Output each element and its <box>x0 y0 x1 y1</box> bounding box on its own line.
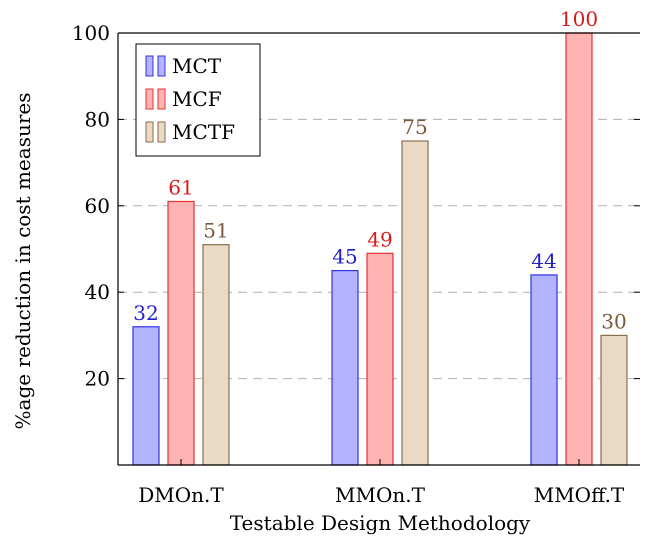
legend: MCT MCF MCTF <box>135 43 261 157</box>
bar-mct <box>132 326 160 466</box>
legend-swatch <box>157 55 166 77</box>
x-tick-label: MMOn.T <box>335 483 426 507</box>
y-tick-label: 80 <box>85 107 110 131</box>
y-tick-label: 60 <box>85 194 110 218</box>
bar-mctf <box>600 334 628 466</box>
data-label: 45 <box>332 245 357 269</box>
legend-box <box>135 43 261 157</box>
legend-label: MCT <box>172 54 222 78</box>
legend-label: MCF <box>172 87 222 111</box>
x-tick-label: MMOff.T <box>534 483 625 507</box>
bar-mcf <box>366 252 394 466</box>
legend-label: MCTF <box>172 120 235 144</box>
y-tick-label: 100 <box>72 21 110 45</box>
legend-swatch <box>145 88 154 110</box>
axes <box>117 32 640 466</box>
data-label: 100 <box>560 7 598 31</box>
data-label: 49 <box>367 227 392 251</box>
bar-mcf <box>565 32 593 466</box>
bar-mcf <box>167 200 195 466</box>
tick-labels: 20 40 60 80 100 DMOn.T MMOn.T MMOff.T <box>72 21 625 507</box>
y-axis-title: %age reduction in cost measures <box>11 93 35 430</box>
bars <box>132 32 628 466</box>
data-label: 75 <box>402 115 427 139</box>
data-label: 44 <box>531 249 556 273</box>
legend-swatch <box>145 121 154 143</box>
legend-swatch <box>145 55 154 77</box>
x-axis-title: Testable Design Methodology <box>230 511 531 535</box>
data-label: 30 <box>601 309 626 333</box>
y-tick-label: 20 <box>85 367 110 391</box>
bar-mct <box>331 270 359 466</box>
x-tick-label: DMOn.T <box>138 483 224 507</box>
data-label: 32 <box>133 301 158 325</box>
data-label: 51 <box>203 219 228 243</box>
bar-mctf <box>401 140 429 466</box>
y-tick-label: 40 <box>85 280 110 304</box>
bar-mctf <box>202 244 230 466</box>
data-label: 61 <box>168 175 193 199</box>
data-labels: 32 45 44 61 49 100 51 75 30 <box>133 7 626 333</box>
bar-mct <box>530 274 558 466</box>
legend-swatch <box>157 88 166 110</box>
legend-swatch <box>157 121 166 143</box>
